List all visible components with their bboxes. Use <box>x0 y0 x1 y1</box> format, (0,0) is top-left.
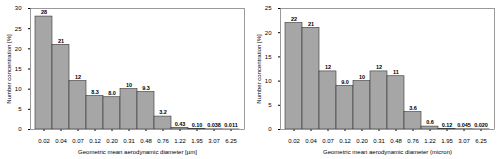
svg-text:25: 25 <box>265 5 272 11</box>
svg-text:3.2: 3.2 <box>159 109 167 115</box>
svg-text:10: 10 <box>359 74 365 80</box>
svg-text:8.3: 8.3 <box>91 89 99 95</box>
svg-text:Geometric mean aerodynamic dia: Geometric mean aerodynamic diameter [µm] <box>78 149 197 155</box>
svg-text:10: 10 <box>265 78 272 84</box>
svg-text:15: 15 <box>15 66 22 72</box>
svg-text:0: 0 <box>18 126 22 132</box>
svg-text:12: 12 <box>376 64 382 70</box>
svg-text:0.02: 0.02 <box>38 138 50 144</box>
svg-text:12: 12 <box>325 64 331 70</box>
svg-text:0.04: 0.04 <box>55 138 67 144</box>
svg-text:0.038: 0.038 <box>207 122 221 128</box>
svg-text:3.07: 3.07 <box>208 138 220 144</box>
svg-text:0.02: 0.02 <box>288 138 300 144</box>
svg-text:0: 0 <box>268 126 272 132</box>
svg-text:1.95: 1.95 <box>191 138 203 144</box>
svg-text:21: 21 <box>308 21 314 27</box>
svg-text:1.95: 1.95 <box>441 138 453 144</box>
svg-text:3.07: 3.07 <box>458 138 470 144</box>
svg-text:5: 5 <box>18 106 22 112</box>
svg-text:1.22: 1.22 <box>174 138 186 144</box>
svg-text:0.76: 0.76 <box>407 138 419 144</box>
svg-text:12: 12 <box>75 74 81 80</box>
svg-text:0.04: 0.04 <box>305 138 317 144</box>
svg-text:3.6: 3.6 <box>409 105 417 111</box>
svg-text:8.0: 8.0 <box>108 90 116 96</box>
svg-text:0.10: 0.10 <box>192 122 203 128</box>
svg-text:28: 28 <box>41 9 47 15</box>
svg-text:0.31: 0.31 <box>373 138 385 144</box>
svg-text:0.12: 0.12 <box>442 122 453 128</box>
svg-text:20: 20 <box>15 46 22 52</box>
svg-text:0.43: 0.43 <box>175 121 186 127</box>
svg-text:0.011: 0.011 <box>224 122 237 128</box>
svg-text:6.25: 6.25 <box>475 138 487 144</box>
svg-text:1.22: 1.22 <box>424 138 436 144</box>
svg-text:0.07: 0.07 <box>322 138 334 144</box>
svg-text:0.07: 0.07 <box>72 138 84 144</box>
svg-text:9.0: 9.0 <box>341 79 349 85</box>
svg-text:0.48: 0.48 <box>390 138 402 144</box>
svg-text:10: 10 <box>126 82 132 88</box>
svg-text:0.045: 0.045 <box>457 122 471 128</box>
svg-text:0.31: 0.31 <box>123 138 135 144</box>
svg-text:0.12: 0.12 <box>339 138 351 144</box>
svg-text:10: 10 <box>15 86 22 92</box>
svg-text:5: 5 <box>268 102 272 108</box>
svg-text:Geometric mean aerodynamic dia: Geometric mean aerodynamic diameter (mic… <box>323 149 452 155</box>
svg-text:0.020: 0.020 <box>474 122 488 128</box>
svg-text:Number concentration [%]: Number concentration [%] <box>6 34 12 104</box>
svg-text:30: 30 <box>15 5 22 11</box>
svg-text:25: 25 <box>15 26 22 32</box>
svg-text:0.12: 0.12 <box>89 138 101 144</box>
svg-text:11: 11 <box>393 69 399 75</box>
svg-text:9.3: 9.3 <box>142 85 150 91</box>
svg-text:0.20: 0.20 <box>106 138 118 144</box>
svg-text:0.48: 0.48 <box>140 138 152 144</box>
svg-text:0.6: 0.6 <box>426 119 434 125</box>
svg-text:22: 22 <box>291 16 297 22</box>
svg-text:Number concentration [%]: Number concentration [%] <box>256 34 262 104</box>
svg-text:0.76: 0.76 <box>157 138 169 144</box>
svg-text:6.25: 6.25 <box>225 138 237 144</box>
svg-text:21: 21 <box>58 38 64 44</box>
svg-text:0.20: 0.20 <box>356 138 368 144</box>
svg-text:15: 15 <box>265 54 272 60</box>
svg-text:20: 20 <box>265 30 272 36</box>
